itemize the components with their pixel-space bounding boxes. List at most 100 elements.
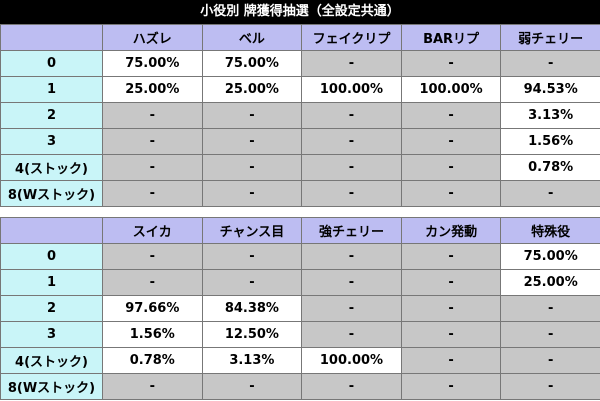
column-header: 強チェリー bbox=[301, 217, 402, 244]
probability-cell: 1.56% bbox=[500, 128, 600, 155]
probability-cell: - bbox=[500, 373, 600, 400]
row-label: 0 bbox=[0, 243, 103, 270]
table-title: 小役別 牌獲得抽選（全設定共通） bbox=[0, 0, 600, 24]
probability-cell: 75.00% bbox=[500, 243, 600, 270]
probability-cell: - bbox=[500, 295, 600, 322]
probability-cell: 25.00% bbox=[102, 76, 203, 103]
probability-cell: - bbox=[500, 50, 600, 77]
table-row: 4(ストック) - - - -0.78% bbox=[0, 154, 600, 181]
probability-cell: - bbox=[400, 295, 502, 322]
probability-cell: - bbox=[301, 50, 402, 77]
probability-cell: - bbox=[102, 373, 203, 400]
column-header: チャンス目 bbox=[201, 217, 303, 244]
probability-cell: - bbox=[500, 347, 600, 374]
row-label: 2 bbox=[0, 295, 103, 322]
probability-cell: - bbox=[301, 128, 402, 155]
column-header: 特殊役 bbox=[500, 217, 600, 244]
probability-cell: - bbox=[201, 373, 303, 400]
probability-cell: - bbox=[400, 128, 502, 155]
table-row: 3 1.56% 12.50% - - - bbox=[0, 321, 600, 348]
probability-cell: 75.00% bbox=[201, 50, 303, 77]
probability-table-2: スイカ チャンス目 強チェリー カン発動 特殊役 0- - - -75.00% 1- - - -25.0… bbox=[0, 217, 600, 400]
probability-cell: - bbox=[301, 321, 402, 348]
probability-cell: - bbox=[102, 180, 203, 207]
table-row: 2 97.66% 84.38% - - - bbox=[0, 295, 600, 322]
probability-cell: 0.78% bbox=[500, 154, 600, 181]
header-row: スイカ チャンス目 強チェリー カン発動 特殊役 bbox=[0, 217, 600, 244]
probability-cell: - bbox=[400, 347, 502, 374]
probability-cell: - bbox=[301, 102, 402, 129]
probability-cell: - bbox=[301, 269, 402, 296]
probability-cell: - bbox=[102, 102, 203, 129]
table-row: 8(Wストック) - - - - - bbox=[0, 373, 600, 400]
probability-cell: - bbox=[102, 154, 203, 181]
probability-cell: 3.13% bbox=[201, 347, 303, 374]
probability-cell: 94.53% bbox=[500, 76, 600, 103]
probability-cell: 84.38% bbox=[201, 295, 303, 322]
probability-cell: 1.56% bbox=[102, 321, 203, 348]
probability-cell: - bbox=[500, 180, 600, 207]
column-header: BARリプ bbox=[400, 24, 502, 51]
probability-cell: 100.00% bbox=[301, 76, 402, 103]
probability-cell: 75.00% bbox=[102, 50, 203, 77]
column-header: ハズレ bbox=[102, 24, 203, 51]
probability-cell: - bbox=[201, 102, 303, 129]
probability-cell: - bbox=[301, 243, 402, 270]
row-label: 3 bbox=[0, 128, 103, 155]
probability-cell: - bbox=[500, 321, 600, 348]
column-header: スイカ bbox=[102, 217, 203, 244]
probability-cell: - bbox=[201, 154, 303, 181]
row-label: 1 bbox=[0, 76, 103, 103]
probability-cell: 100.00% bbox=[400, 76, 502, 103]
column-header: ベル bbox=[201, 24, 303, 51]
row-label: 1 bbox=[0, 269, 103, 296]
row-label: 8(Wストック) bbox=[0, 373, 103, 400]
row-label: 2 bbox=[0, 102, 103, 129]
row-label: 4(ストック) bbox=[0, 154, 103, 181]
probability-cell: - bbox=[201, 180, 303, 207]
table-row: 1 25.00% 25.00% 100.00% 100.00% 94.53% bbox=[0, 76, 600, 103]
table-row: 1- - - -25.00% bbox=[0, 269, 600, 296]
probability-cell: - bbox=[201, 269, 303, 296]
probability-cell: 0.78% bbox=[102, 347, 203, 374]
column-header: 弱チェリー bbox=[500, 24, 600, 51]
probability-cell: - bbox=[301, 295, 402, 322]
table-row: 4(ストック) 0.78% 3.13% 100.00% - - bbox=[0, 347, 600, 374]
column-header: カン発動 bbox=[400, 217, 502, 244]
probability-cell: 100.00% bbox=[301, 347, 402, 374]
probability-cell: - bbox=[201, 128, 303, 155]
header-corner-cell bbox=[0, 24, 103, 51]
probability-cell: 3.13% bbox=[500, 102, 600, 129]
table-row: 8(Wストック) - - - - - bbox=[0, 180, 600, 207]
probability-cell: 25.00% bbox=[500, 269, 600, 296]
table-row: 0 75.00% 75.00% - - - bbox=[0, 50, 600, 77]
probability-cell: - bbox=[400, 243, 502, 270]
probability-cell: - bbox=[400, 50, 502, 77]
probability-cell: 97.66% bbox=[102, 295, 203, 322]
probability-cell: - bbox=[301, 154, 402, 181]
probability-cell: - bbox=[400, 269, 502, 296]
probability-cell: - bbox=[400, 373, 502, 400]
probability-cell: - bbox=[102, 269, 203, 296]
probability-cell: - bbox=[201, 243, 303, 270]
probability-cell: - bbox=[301, 180, 402, 207]
probability-cell: - bbox=[400, 180, 502, 207]
probability-cell: - bbox=[400, 102, 502, 129]
column-header: フェイクリプ bbox=[301, 24, 402, 51]
header-corner-cell bbox=[0, 217, 103, 244]
table-row: 3- - - -1.56% bbox=[0, 128, 600, 155]
header-row: ハズレ ベル フェイクリプ BARリプ 弱チェリー bbox=[0, 24, 600, 51]
probability-cell: - bbox=[400, 154, 502, 181]
row-label: 4(ストック) bbox=[0, 347, 103, 374]
row-label: 0 bbox=[0, 50, 103, 77]
probability-table-1: ハズレ ベル フェイクリプ BARリプ 弱チェリー 0 75.00% 75.00% - - -1 25… bbox=[0, 24, 600, 207]
table-row: 2- - - -3.13% bbox=[0, 102, 600, 129]
row-label: 3 bbox=[0, 321, 103, 348]
probability-cell: 12.50% bbox=[201, 321, 303, 348]
probability-cell: - bbox=[102, 128, 203, 155]
probability-cell: - bbox=[400, 321, 502, 348]
row-label: 8(Wストック) bbox=[0, 180, 103, 207]
table-row: 0- - - -75.00% bbox=[0, 243, 600, 270]
probability-cell: 25.00% bbox=[201, 76, 303, 103]
probability-cell: - bbox=[102, 243, 203, 270]
